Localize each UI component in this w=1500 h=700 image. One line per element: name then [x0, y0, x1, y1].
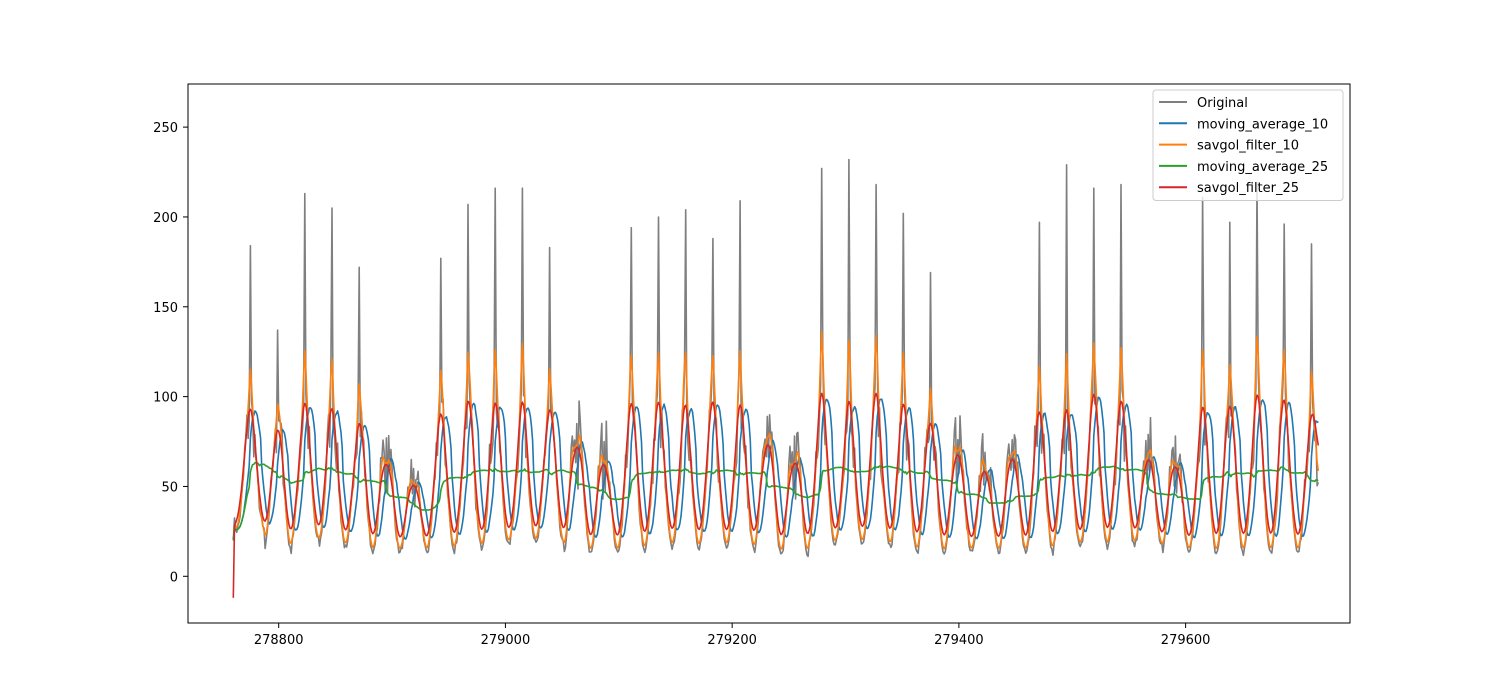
y-tick-label: 250: [153, 121, 178, 136]
legend-label: moving_average_25: [1197, 160, 1328, 175]
series-line-ma25: [232, 461, 1319, 541]
legend: Original moving_average_10 savgol_filter_1…: [1152, 89, 1344, 201]
plot-frame: [187, 83, 1351, 624]
y-tick-label: 150: [153, 301, 178, 316]
y-tick-label: 0: [170, 570, 178, 585]
x-tick-label: 279000: [481, 633, 531, 648]
legend-label: Original: [1197, 96, 1248, 111]
legend-box: [1152, 89, 1344, 201]
x-tick-label: 279200: [707, 633, 757, 648]
legend-label: moving_average_10: [1197, 117, 1328, 132]
legend-label: savgol_filter_10: [1197, 139, 1299, 154]
y-tick-label: 200: [153, 211, 178, 226]
legend-label: savgol_filter_25: [1197, 181, 1299, 196]
x-tick-label: 279600: [1161, 633, 1211, 648]
x-tick-label: 279400: [934, 633, 984, 648]
x-axis: 278800 279000 279200 279400 279600: [254, 623, 1211, 648]
y-tick-label: 50: [161, 480, 178, 495]
y-axis: 0 50 100 150 200 250: [153, 121, 188, 585]
series-layer: [232, 158, 1320, 598]
y-tick-label: 100: [153, 391, 178, 406]
x-tick-label: 278800: [254, 633, 304, 648]
series-line-sg25: [232, 392, 1320, 598]
